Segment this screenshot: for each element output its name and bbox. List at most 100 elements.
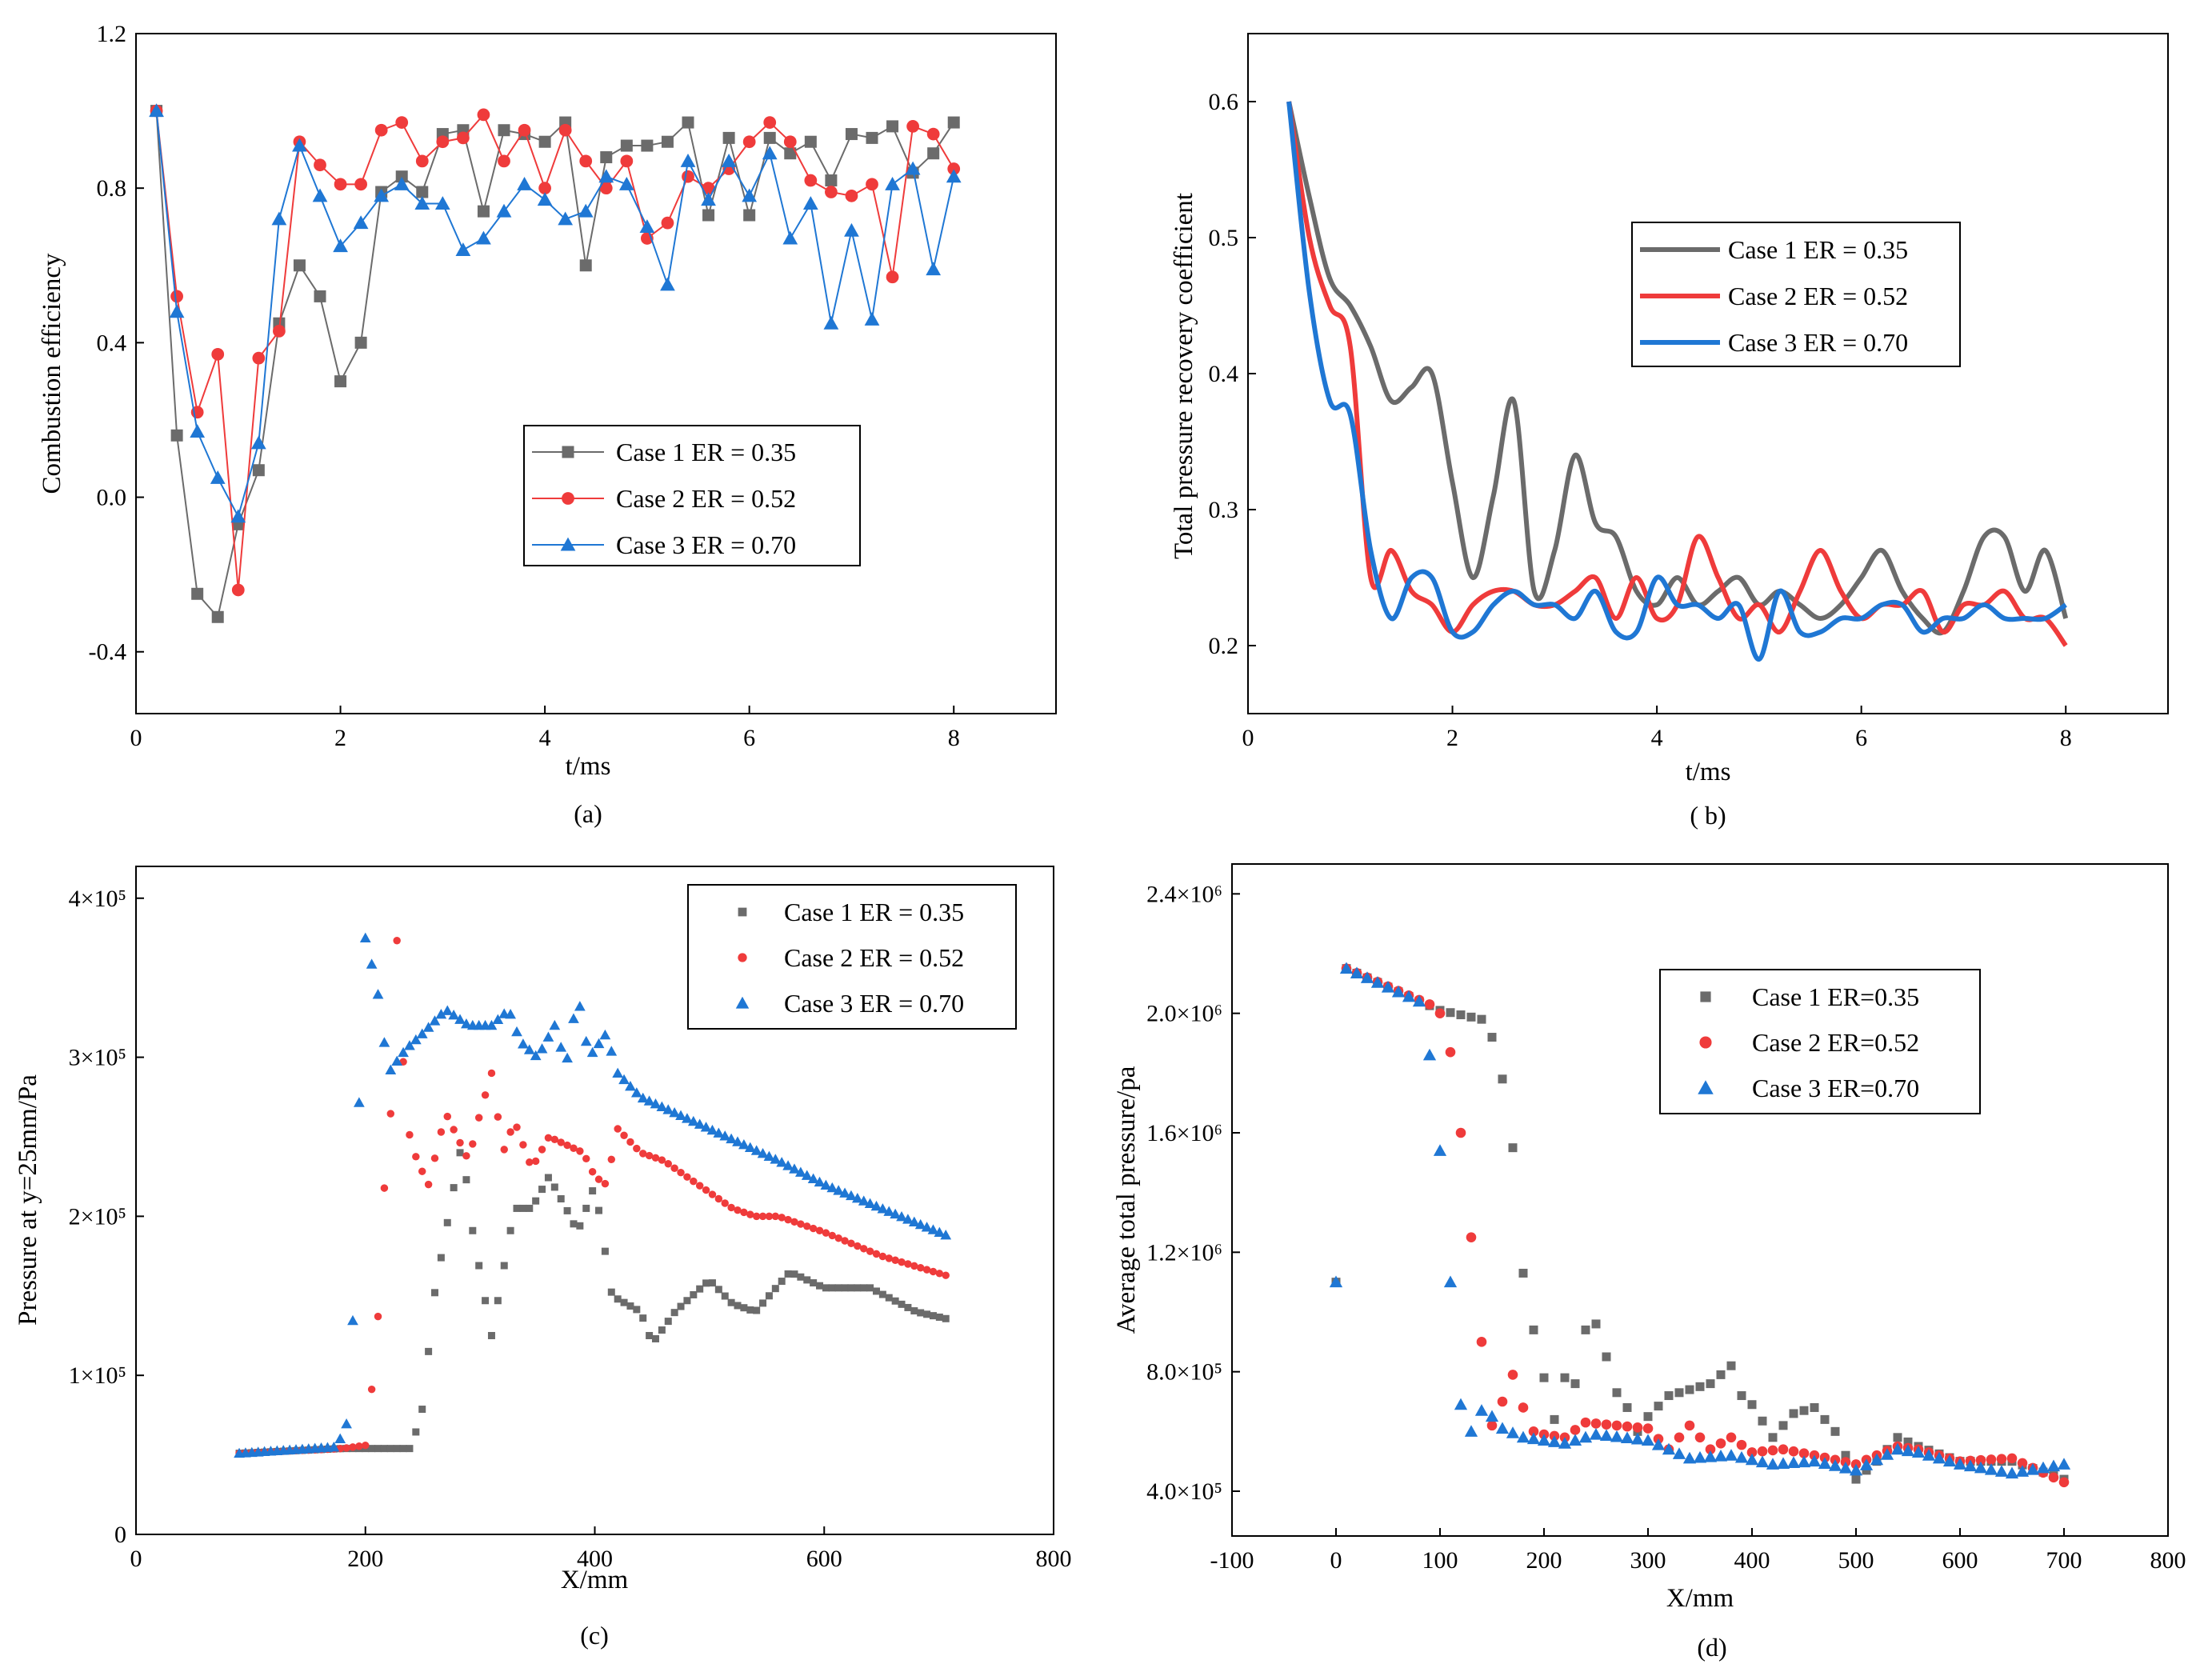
- data-point-case3: [1402, 990, 1416, 1002]
- data-point-case1: [727, 1298, 735, 1306]
- data-point-case3: [2046, 1459, 2061, 1472]
- data-point-case3: [1818, 1457, 1832, 1469]
- data-point-case3: [422, 1022, 434, 1032]
- data-point-case1: [589, 1187, 597, 1195]
- data-point-case2: [916, 1264, 925, 1272]
- data-point-case2: [362, 1441, 370, 1450]
- data-point-case3: [1433, 1144, 1447, 1156]
- series-line-case3: [155, 110, 955, 519]
- data-point-case1: [753, 1306, 761, 1314]
- data-point-case2: [1507, 1370, 1518, 1380]
- y-axis-label-d: Average total pressure/pa: [1112, 1066, 1141, 1334]
- data-point-case2: [783, 135, 797, 149]
- data-point-case2: [1705, 1444, 1716, 1455]
- data-point-case1: [708, 1279, 716, 1287]
- data-point-case2: [784, 1215, 792, 1224]
- data-point-case1: [456, 1149, 464, 1157]
- data-point-case1: [834, 1284, 842, 1292]
- y-tick-label: 3×10⁵: [69, 1045, 126, 1071]
- data-point-case1: [334, 375, 347, 388]
- data-point-case2: [456, 1138, 464, 1147]
- data-point-case1: [393, 1445, 401, 1453]
- data-point-case1: [506, 1226, 514, 1234]
- data-point-case3: [1890, 1442, 1905, 1455]
- data-point-case1: [1706, 1379, 1715, 1389]
- data-point-case3: [1568, 1434, 1582, 1446]
- data-point-case3: [742, 188, 758, 202]
- data-point-case1: [170, 429, 183, 442]
- data-point-case1: [860, 1284, 868, 1292]
- data-point-case1: [923, 1310, 931, 1318]
- data-point-case3: [542, 1031, 554, 1042]
- data-point-case1: [1591, 1319, 1601, 1329]
- data-point-case1: [1830, 1426, 1840, 1436]
- plot-frame-a: [135, 33, 1057, 714]
- data-point-case2: [763, 116, 777, 129]
- data-point-case1: [1664, 1391, 1674, 1401]
- data-point-case2: [474, 1114, 483, 1122]
- data-point-case3: [347, 1314, 358, 1326]
- data-point-case1: [661, 135, 674, 148]
- data-point-case3: [523, 1044, 535, 1054]
- data-point-case3: [530, 1050, 542, 1061]
- data-point-case2: [538, 182, 551, 195]
- data-point-case3: [908, 1216, 920, 1226]
- data-point-case3: [1391, 985, 1406, 998]
- data-point-case3: [940, 1229, 952, 1240]
- data-point-case3: [844, 222, 859, 237]
- x-tick-label: 800: [2150, 1547, 2186, 1574]
- data-point-case1: [1487, 1033, 1497, 1042]
- legend-label-case2: Case 2 ER = 0.52: [616, 484, 796, 513]
- x-tick-label: 4: [539, 725, 551, 751]
- data-point-case3: [448, 1010, 460, 1020]
- data-point-case2: [804, 174, 818, 187]
- legend-marker-c-case2: [738, 953, 747, 962]
- data-point-case3: [578, 203, 594, 218]
- legend-marker-case2: [562, 492, 574, 505]
- data-point-case1: [576, 1222, 584, 1230]
- data-point-case3: [802, 196, 818, 210]
- data-point-case3: [639, 219, 655, 233]
- y-tick-label: 0.2: [1209, 633, 1239, 659]
- x-tick-label: 200: [1526, 1547, 1562, 1574]
- data-point-case2: [1986, 1454, 1997, 1465]
- data-point-case1: [847, 1284, 855, 1292]
- data-point-case3: [149, 103, 164, 118]
- data-point-case2: [651, 1154, 660, 1162]
- data-point-case1: [639, 1314, 647, 1322]
- data-point-case1: [784, 1270, 792, 1278]
- x-tick-label: 0: [1242, 725, 1254, 751]
- marks-c: [234, 932, 952, 1458]
- data-point-case2: [702, 182, 715, 195]
- marks-a: [149, 103, 962, 623]
- data-point-case2: [845, 189, 858, 202]
- data-point-case2: [734, 1206, 742, 1214]
- data-point-case2: [436, 135, 450, 149]
- data-point-case1: [1529, 1325, 1538, 1334]
- data-point-case3: [713, 1127, 725, 1138]
- data-point-case3: [558, 211, 574, 226]
- data-point-case3: [902, 1214, 914, 1224]
- data-point-case1: [1456, 1010, 1466, 1020]
- data-point-case2: [740, 1208, 748, 1217]
- data-point-case1: [854, 1284, 862, 1292]
- panel-d-average-total-pressure: -100 0 100 200 300 400 500 600 700 800 4.0×10⁵ 8.0×…: [1112, 863, 2186, 1662]
- data-point-case1: [1643, 1412, 1653, 1422]
- data-point-case1: [1446, 1008, 1455, 1018]
- data-point-case3: [410, 1034, 422, 1045]
- series-curve-case2: [1286, 101, 2068, 647]
- data-point-case1: [607, 1288, 615, 1296]
- data-point-case1: [845, 128, 858, 141]
- data-point-case2: [393, 937, 401, 945]
- data-point-case3: [858, 1195, 870, 1206]
- data-point-case1: [886, 120, 899, 133]
- data-point-case3: [190, 424, 206, 438]
- data-point-case1: [532, 1197, 540, 1205]
- x-axis-label-c: X/mm: [561, 1566, 629, 1594]
- data-point-case3: [568, 1013, 579, 1023]
- data-point-case3: [416, 1028, 428, 1038]
- data-point-case2: [538, 1146, 546, 1154]
- data-point-case3: [744, 1142, 756, 1153]
- data-point-case3: [669, 1106, 681, 1118]
